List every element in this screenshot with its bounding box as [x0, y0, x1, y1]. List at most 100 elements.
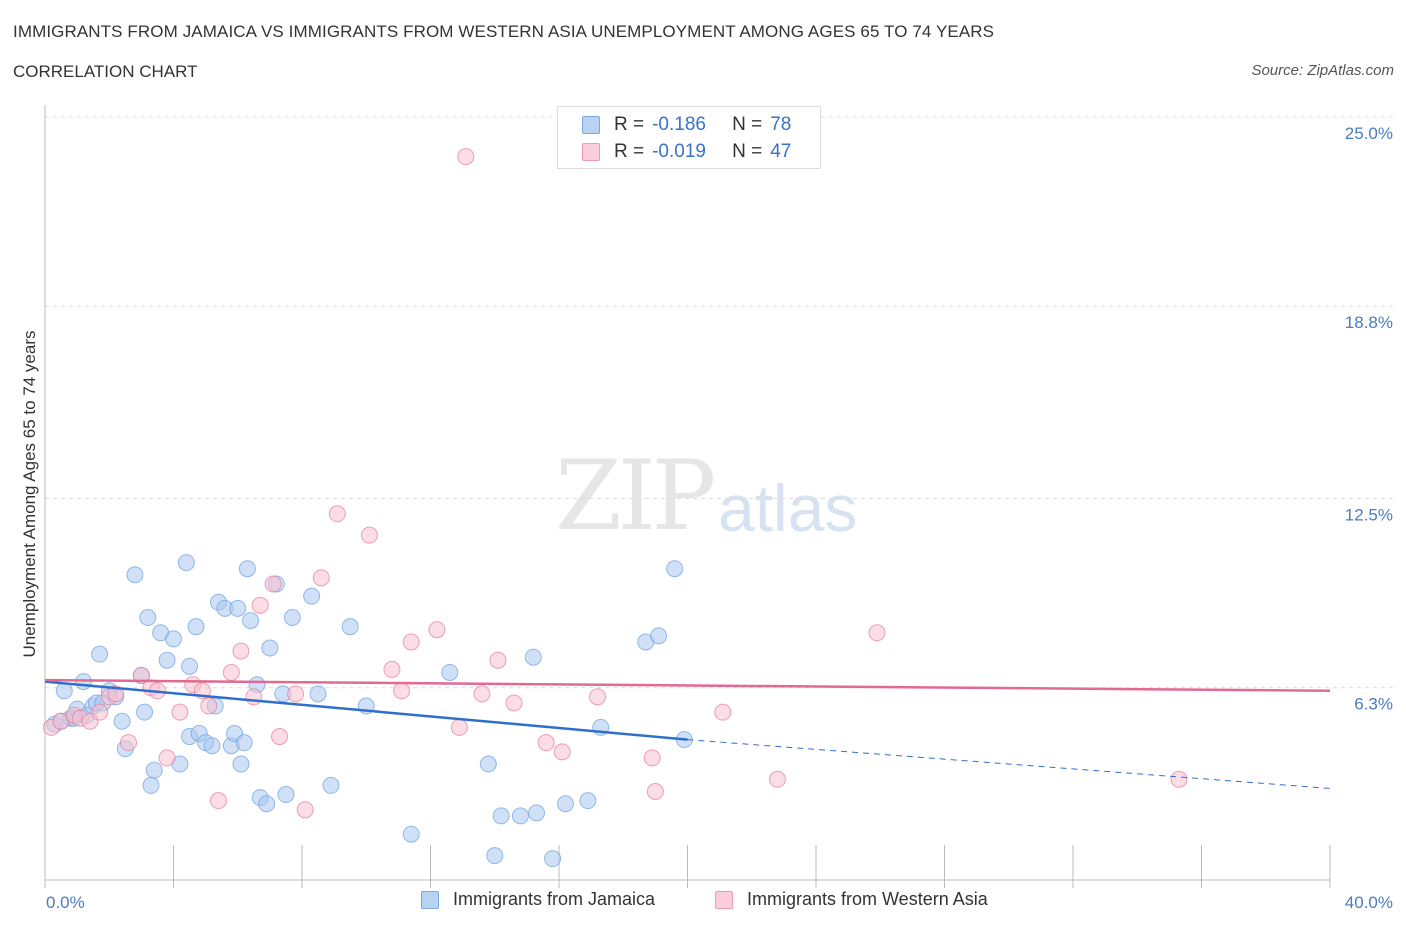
bottom-legend-western-asia[interactable]: Immigrants from Western Asia: [715, 889, 988, 910]
jamaica-point[interactable]: [309, 685, 327, 703]
legend-n-label: N =: [732, 141, 763, 162]
western-asia-point[interactable]: [171, 703, 189, 721]
source-label: Source: ZipAtlas.com: [1251, 62, 1394, 79]
jamaica-point[interactable]: [579, 792, 597, 810]
series-western-asia: [42, 148, 1188, 819]
jamaica-point[interactable]: [113, 712, 131, 730]
western-asia-point[interactable]: [232, 642, 250, 660]
jamaica-point[interactable]: [322, 776, 340, 794]
legend-n-label: N =: [732, 114, 763, 135]
western-asia-point[interactable]: [643, 749, 661, 767]
western-asia-point[interactable]: [489, 651, 507, 669]
western-asia-point[interactable]: [553, 743, 571, 761]
jamaica-point[interactable]: [242, 612, 260, 630]
stats-legend: R = -0.186 N = 78 R = -0.019 N = 47: [557, 106, 821, 169]
western-asia-point[interactable]: [714, 703, 732, 721]
jamaica-point[interactable]: [232, 755, 250, 773]
trend-lines: [44, 678, 1331, 789]
western-asia-point[interactable]: [251, 596, 269, 614]
jamaica-point[interactable]: [261, 639, 279, 657]
bottom-legend-label-western-asia: Immigrants from Western Asia: [747, 889, 988, 909]
western-asia-point[interactable]: [428, 621, 446, 639]
western-asia-point[interactable]: [328, 505, 346, 523]
jamaica-point[interactable]: [441, 663, 459, 681]
jamaica-point[interactable]: [666, 560, 684, 578]
jamaica-point[interactable]: [145, 761, 163, 779]
western-asia-point[interactable]: [768, 770, 786, 788]
jamaica-point[interactable]: [126, 566, 144, 584]
jamaica-point[interactable]: [277, 786, 295, 804]
western-asia-point[interactable]: [132, 667, 150, 685]
jamaica-point[interactable]: [158, 651, 176, 669]
jamaica-point[interactable]: [650, 627, 668, 645]
western-asia-point[interactable]: [271, 728, 289, 746]
legend-row-western-asia: R = -0.019 N = 47: [582, 141, 791, 163]
jamaica-point[interactable]: [492, 807, 510, 825]
western-asia-point[interactable]: [457, 148, 475, 166]
western-asia-point[interactable]: [222, 663, 240, 681]
jamaica-point[interactable]: [136, 703, 154, 721]
western-asia-point[interactable]: [287, 685, 305, 703]
western-asia-point[interactable]: [402, 633, 420, 651]
jamaica-point[interactable]: [142, 776, 160, 794]
jamaica-point[interactable]: [528, 804, 546, 822]
legend-swatch-jamaica: [582, 116, 600, 134]
jamaica-point[interactable]: [524, 648, 542, 666]
western-asia-point[interactable]: [360, 526, 378, 544]
jamaica-point[interactable]: [139, 609, 157, 627]
y-axis-label: Unemployment Among Ages 65 to 74 years: [20, 331, 39, 658]
jamaica-point[interactable]: [165, 630, 182, 648]
western-asia-point[interactable]: [868, 624, 886, 642]
western-asia-point[interactable]: [383, 660, 401, 678]
western-asia-point[interactable]: [158, 749, 176, 767]
western-asia-point[interactable]: [450, 718, 468, 736]
western-asia-point[interactable]: [120, 734, 138, 752]
western-asia-point[interactable]: [209, 792, 227, 810]
y-tick-labels: 6.3% 12.5% 18.8% 25.0%: [1345, 124, 1393, 714]
watermark-zip: ZIP: [555, 440, 716, 552]
jamaica-point[interactable]: [402, 825, 420, 843]
western-asia-point[interactable]: [296, 801, 314, 819]
western-asia-point[interactable]: [200, 697, 218, 715]
legend-n-value: 47: [770, 141, 792, 162]
western-asia-point[interactable]: [473, 685, 491, 703]
jamaica-point[interactable]: [91, 645, 109, 663]
western-asia-point[interactable]: [107, 685, 125, 703]
jamaica-point[interactable]: [511, 807, 529, 825]
jamaica-point[interactable]: [544, 850, 562, 868]
jamaica-point[interactable]: [177, 554, 195, 572]
chart-subtitle: CORRELATION CHART: [13, 62, 198, 81]
jamaica-point[interactable]: [235, 734, 253, 752]
jamaica-point[interactable]: [556, 795, 574, 813]
western-asia-point[interactable]: [505, 694, 523, 712]
jamaica-point[interactable]: [283, 609, 301, 627]
western-asia-point[interactable]: [245, 688, 263, 706]
x-tick-label-min: 0.0%: [46, 893, 85, 912]
jamaica-point[interactable]: [479, 755, 497, 773]
bottom-legend-jamaica[interactable]: Immigrants from Jamaica: [421, 889, 655, 910]
jamaica-point[interactable]: [203, 737, 221, 755]
jamaica-point[interactable]: [303, 587, 321, 605]
western-asia-point[interactable]: [312, 569, 330, 587]
bottom-legend-label-jamaica: Immigrants from Jamaica: [453, 889, 656, 909]
jamaica-point[interactable]: [229, 599, 247, 617]
jamaica-point[interactable]: [258, 795, 276, 813]
western-asia-point[interactable]: [393, 682, 411, 700]
western-asia-point[interactable]: [1170, 770, 1188, 788]
western-asia-point[interactable]: [91, 703, 109, 721]
western-asia-point[interactable]: [537, 734, 555, 752]
jamaica-point[interactable]: [181, 657, 199, 675]
western-asia-point[interactable]: [646, 782, 664, 800]
western-asia-point[interactable]: [264, 575, 282, 593]
western-asia-point[interactable]: [589, 688, 607, 706]
jamaica-point[interactable]: [238, 560, 256, 578]
jamaica-point[interactable]: [187, 618, 205, 636]
jamaica-point[interactable]: [341, 618, 359, 636]
legend-n-value: 78: [770, 114, 792, 135]
jamaica-point[interactable]: [55, 682, 73, 700]
x-ticks: [44, 845, 1331, 888]
jamaica-point[interactable]: [486, 847, 504, 865]
y-tick-label: 6.3%: [1354, 695, 1393, 714]
x-tick-label-max: 40.0%: [1345, 893, 1393, 912]
bottom-legend-swatch-western-asia: [715, 890, 733, 909]
